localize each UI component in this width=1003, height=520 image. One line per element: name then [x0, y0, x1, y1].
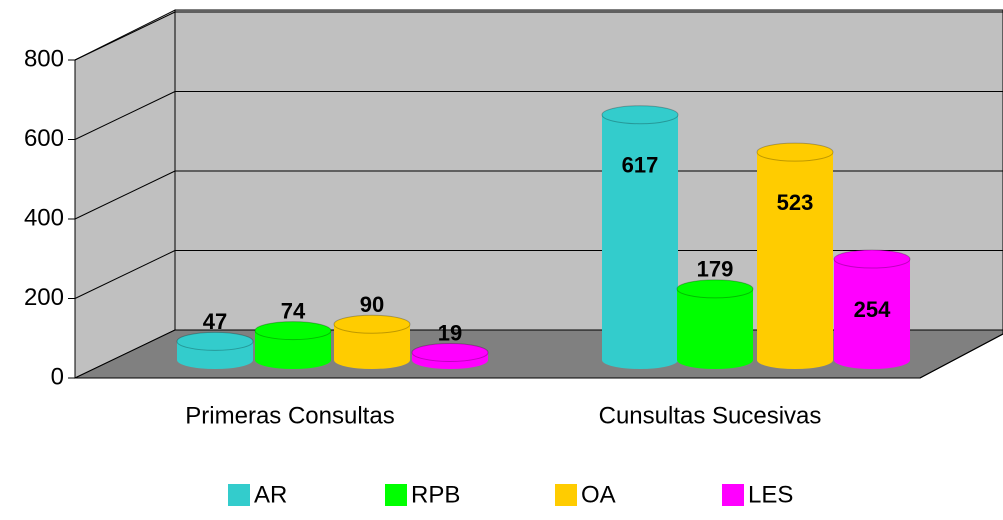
bar	[677, 288, 753, 360]
bar	[757, 152, 833, 360]
grid-line	[74, 11, 176, 61]
legend-label: OA	[581, 481, 616, 508]
grid-line	[74, 250, 176, 299]
value-label: 47	[203, 309, 227, 334]
bar	[602, 114, 678, 361]
legend-swatch	[722, 484, 744, 506]
bar-top	[676, 279, 754, 299]
legend-label: RPB	[411, 481, 460, 508]
bar	[834, 259, 910, 360]
bar-top	[756, 142, 834, 162]
floor-edge	[919, 333, 1003, 379]
legend-swatch	[555, 484, 577, 506]
bar-top	[833, 249, 911, 269]
bar-top	[411, 342, 489, 362]
x-tick-label: Cunsultas Sucesivas	[599, 402, 822, 429]
value-label: 523	[777, 190, 814, 215]
side-wall	[74, 9, 176, 379]
grid-line	[74, 91, 176, 140]
value-label: 179	[697, 257, 734, 282]
value-label: 19	[438, 320, 462, 345]
y-tick-label: 200	[24, 284, 64, 311]
bar-top	[333, 314, 411, 334]
value-label: 617	[622, 153, 659, 178]
value-label: 254	[854, 297, 891, 322]
legend-swatch	[385, 484, 407, 506]
value-label: 90	[360, 292, 384, 317]
y-tick-label: 800	[24, 45, 64, 72]
legend-label: AR	[254, 481, 287, 508]
x-tick-label: Primeras Consultas	[185, 402, 394, 429]
y-tick-label: 400	[24, 204, 64, 231]
y-tick-label: 600	[24, 125, 64, 152]
y-tick-label: 0	[51, 363, 64, 390]
legend-label: LES	[748, 481, 793, 508]
value-label: 74	[281, 298, 306, 323]
bar-top	[176, 331, 254, 351]
bar-top	[601, 105, 679, 125]
legend-swatch	[228, 484, 250, 506]
bar-top	[254, 321, 332, 341]
grid-line	[74, 170, 176, 220]
